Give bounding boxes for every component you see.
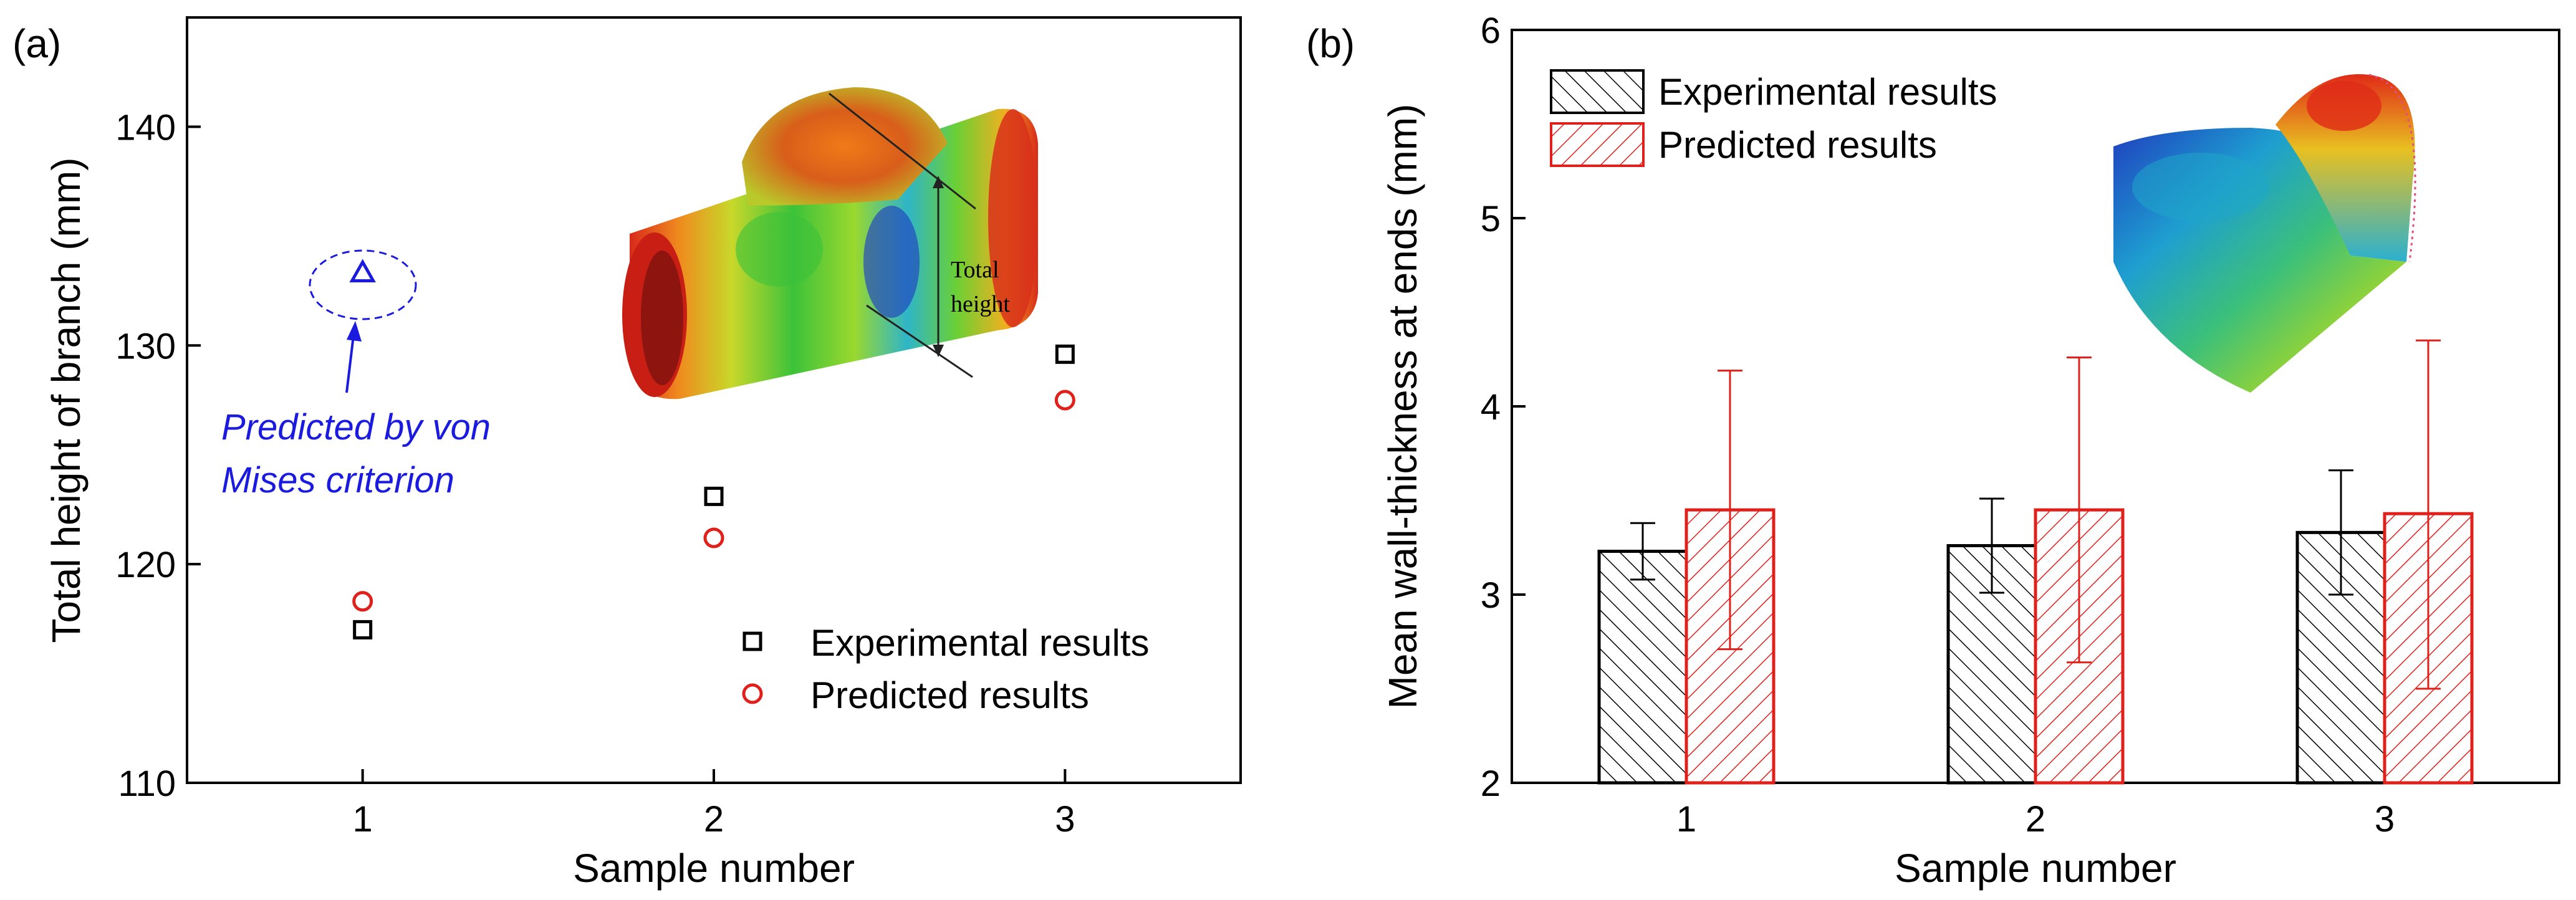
errorbar-predicted-2 [2067, 356, 2092, 664]
y-tick-label-a: 130 [115, 326, 176, 366]
legend-a-label-experimental: Experimental results [810, 622, 1150, 664]
point-predicted-2 [703, 527, 724, 548]
errorbar-predicted-3 [2416, 339, 2441, 690]
legend-b-label-predicted: Predicted results [1658, 124, 1937, 166]
von-mises-text-2: Mises criterion [221, 460, 454, 500]
legend-b: Experimental results Predicted results [1550, 69, 1997, 167]
legend-a-label-predicted: Predicted results [810, 674, 1089, 716]
panel-a: (a) Total height 110 120 130 140 1 2 3 Sample … [12, 16, 1242, 891]
y-tick-label-a: 120 [115, 545, 176, 585]
y-tick-label-b: 3 [1481, 575, 1501, 616]
x-tick-label-a: 3 [1055, 799, 1075, 840]
point-experimental-1 [353, 620, 373, 639]
inset-label-total: Total [951, 257, 999, 283]
point-experimental-3 [1055, 344, 1075, 364]
x-tick-label-a: 2 [704, 799, 724, 840]
legend-a-marker-predicted [742, 683, 763, 704]
errorbar-experimental-3 [2328, 469, 2353, 596]
legend-b-swatch-predicted [1550, 122, 1645, 167]
von-mises-text-1: Predicted by von [221, 407, 491, 448]
marks-a [349, 259, 1075, 639]
shell-fem-inset [2113, 74, 2416, 393]
panel-b: (b) 2 3 4 5 6 1 2 3 Sample number Mean wall-thi… [1306, 11, 2560, 891]
legend-a: Experimental results Predicted results [742, 622, 1150, 716]
von-mises-ellipse [309, 249, 417, 320]
legend-b-swatch-experimental [1550, 69, 1645, 114]
errorbar-experimental-2 [1979, 497, 2004, 594]
x-tick-label-a: 1 [353, 799, 373, 840]
y-tick-label-a: 140 [115, 107, 176, 148]
inset-label-height: height [951, 291, 1010, 317]
von-mises-arrow [345, 330, 355, 393]
x-tick-label-b: 3 [2375, 799, 2395, 840]
axes-b: 2 3 4 5 6 1 2 3 [1481, 11, 2395, 840]
plot-frame-a [186, 16, 1242, 784]
legend-b-label-experimental: Experimental results [1658, 71, 1997, 113]
point-von-mises [349, 259, 376, 283]
marks-b [1597, 339, 2474, 785]
errorbar-experimental-1 [1630, 522, 1655, 581]
errorbar-predicted-1 [1718, 370, 1742, 651]
point-experimental-2 [704, 486, 724, 506]
point-predicted-1 [352, 591, 373, 612]
x-axis-title-b: Sample number [1895, 846, 2176, 891]
panel-b-label: (b) [1306, 21, 1355, 66]
y-tick-label-b: 4 [1481, 387, 1501, 428]
bar-experimental-1 [1597, 550, 1688, 785]
y-axis-title-b: Mean wall-thickness at ends (mm) [1380, 104, 1425, 709]
x-tick-label-b: 1 [1676, 799, 1696, 840]
y-axis-title-a: Total height of branch (mm) [44, 158, 89, 643]
x-tick-label-b: 2 [2026, 799, 2045, 840]
legend-a-marker-experimental [743, 631, 762, 651]
von-mises-arrowhead [347, 321, 362, 342]
x-axis-title-a: Sample number [573, 846, 855, 891]
y-tick-label-b: 2 [1481, 764, 1501, 804]
y-tick-label-b: 5 [1481, 199, 1501, 239]
axes-a: 110 120 130 140 1 2 3 [115, 107, 1075, 840]
panel-a-label: (a) [12, 21, 61, 66]
point-predicted-3 [1054, 390, 1075, 411]
y-tick-label-a: 110 [118, 764, 176, 804]
tee-pipe-fem-inset [622, 87, 1038, 400]
y-tick-label-b: 6 [1481, 11, 1501, 51]
